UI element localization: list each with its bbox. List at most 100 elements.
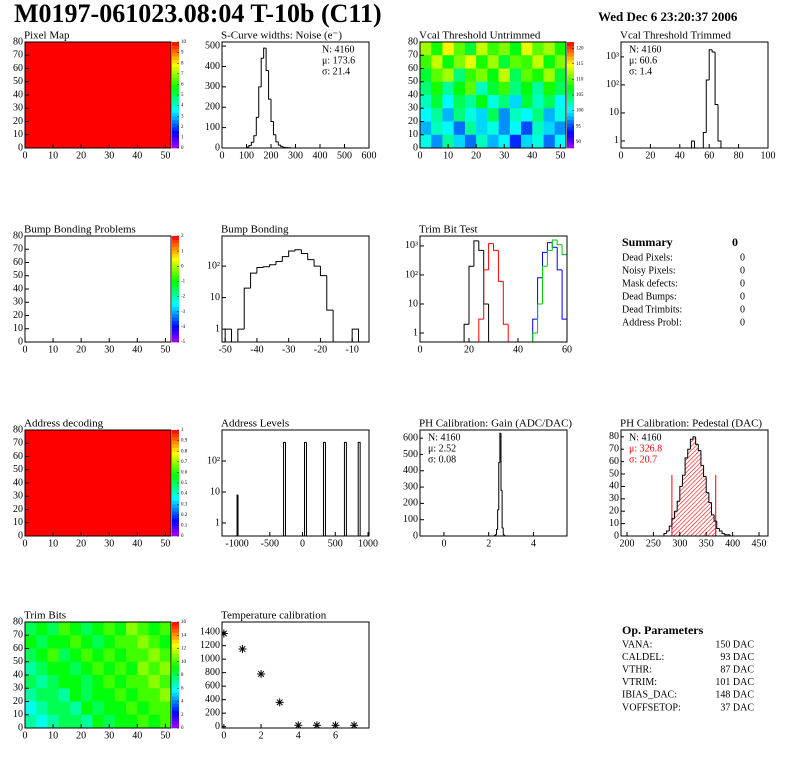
heat-cell (532, 81, 544, 96)
heat-cell (47, 688, 59, 702)
heat-cell (137, 648, 149, 663)
palette-step (172, 461, 179, 466)
panel-title: S-Curve widths: Noise (e⁻) (221, 30, 342, 42)
x-tick-label: 0 (220, 150, 225, 161)
y-tick-label: 70 (13, 630, 23, 641)
parameters: Op. Parameters VANA: 150 DAC CALDEL: 93 DAC V… (622, 623, 754, 714)
x-tick-label: 0 (221, 730, 226, 741)
y-tick-label: 0 (413, 142, 418, 153)
palette-step (172, 281, 179, 286)
x-tick-label: 20 (76, 344, 86, 355)
heat-cell (498, 68, 511, 83)
heat-cell (464, 81, 477, 96)
palette-step (172, 657, 179, 662)
heat-cell (126, 648, 138, 663)
heat-cell (487, 68, 499, 83)
hist-bin (572, 278, 577, 342)
palette-step (567, 73, 574, 78)
heat-cell (532, 68, 544, 83)
summary-label: Dead Bumps: (622, 291, 677, 302)
y-tick-label: 40 (13, 669, 23, 680)
heat-cell (36, 701, 48, 716)
palette-step (567, 52, 574, 57)
hist-bin (502, 527, 505, 536)
heat-cell (420, 55, 432, 69)
heat-cell (92, 714, 104, 728)
y-tick-label: 200 (205, 707, 220, 718)
y-tick-label: 20 (609, 506, 619, 517)
heat-cell (25, 701, 37, 716)
heat-cell (47, 635, 59, 649)
x-tick-label: 0 (23, 538, 28, 549)
x-tick-label: 20 (76, 730, 86, 741)
palette-step (172, 144, 179, 149)
heat-cell (431, 108, 443, 122)
heat-cell (464, 42, 477, 56)
palette-step (567, 112, 574, 117)
summary-title: Summary (622, 235, 673, 249)
z-tick-label: 0.4 (181, 492, 188, 497)
palette-step (172, 689, 179, 693)
summary: Summary 0 Dead Pixels: 0 Noisy Pixels: 0 Mask … (622, 235, 745, 329)
palette-step (172, 660, 179, 665)
z-tick-label: -2 (181, 295, 186, 300)
palette-step (567, 102, 574, 106)
heat-cell (442, 134, 454, 148)
x-tick-label: 2 (486, 538, 491, 549)
hist-bin (258, 86, 262, 118)
palette-step (172, 285, 179, 290)
palette-step (172, 320, 179, 325)
heat-cell (159, 688, 171, 702)
palette-step (172, 675, 179, 679)
parameter-value: 87 DAC (720, 664, 754, 675)
hist-bin (269, 264, 276, 267)
x-tick-label: 20 (76, 150, 86, 161)
heat-cell (498, 81, 511, 96)
palette-step (172, 646, 179, 651)
hist-bin (281, 256, 289, 262)
palette-step (172, 70, 179, 75)
stats-line: N: 4160 (322, 44, 355, 55)
palette-step (172, 126, 179, 131)
palette-step (172, 486, 179, 491)
heat-cell (431, 68, 443, 83)
heat-cell (543, 55, 556, 69)
x-tick-label: 40 (513, 344, 523, 355)
palette-step (567, 133, 574, 138)
heat-cell (25, 430, 171, 536)
y-tick-label: 60 (408, 63, 418, 74)
heat-cell (509, 95, 522, 109)
fit-fill (682, 475, 686, 536)
heat-cell (509, 121, 522, 136)
palette-step (172, 664, 179, 669)
hist-bin (270, 99, 274, 122)
hist-bin (351, 328, 360, 342)
heat-cell (148, 622, 161, 636)
heat-cell (114, 701, 127, 716)
heat-cell (453, 134, 466, 148)
stats-line: σ: 21.4 (322, 66, 350, 77)
heat-cell (498, 134, 511, 148)
hist-bin (231, 329, 238, 342)
y-tick-label: 0 (215, 721, 220, 732)
palette-step (172, 472, 179, 477)
heat-cell (453, 55, 466, 69)
hist-bin (542, 265, 548, 304)
stats-line: σ: 20.7 (629, 454, 657, 465)
palette-step (567, 123, 574, 128)
heat-cell (420, 108, 432, 122)
heat-cell (498, 108, 511, 122)
palette-step (172, 116, 179, 121)
palette-step (172, 458, 179, 463)
x-tick-label: 500 (337, 150, 352, 161)
heat-cell (69, 635, 82, 649)
heat-cell (420, 42, 432, 56)
x-tick-label: 50 (555, 150, 565, 161)
heat-cell (114, 661, 127, 676)
y-tick-label: 10 (210, 486, 220, 497)
hist-bin (332, 310, 340, 342)
x-tick-label: -30 (282, 344, 295, 355)
heat-cell (420, 68, 432, 83)
y-tick-label: 1200 (200, 640, 220, 651)
y-tick-label: 80 (609, 431, 619, 442)
